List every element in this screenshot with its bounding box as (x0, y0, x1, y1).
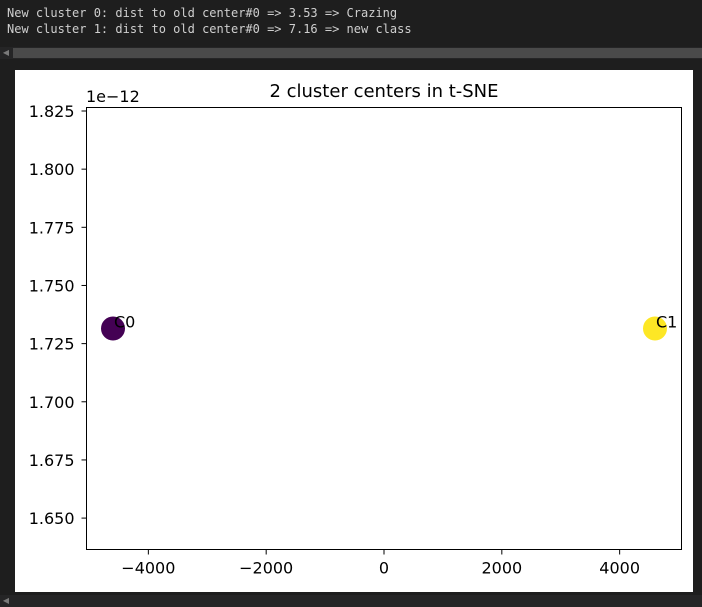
point-label-c0: C0 (114, 313, 135, 332)
chart-title: 2 cluster centers in t-SNE (269, 81, 498, 102)
point-label-c1: C1 (656, 313, 677, 332)
x-tick-label: 0 (379, 559, 389, 578)
y-tick-label: 1.650 (29, 509, 75, 528)
x-tick-label: −4000 (121, 559, 175, 578)
cluster-center-c0 (101, 316, 126, 341)
y-tick-label: 1.825 (29, 102, 75, 121)
y-tick-label: 1.675 (29, 451, 75, 470)
y-tick-label: 1.700 (29, 393, 75, 412)
x-axis: −4000 −2000 0 2000 4000 (121, 549, 640, 578)
cluster-center-c1 (642, 316, 667, 341)
plot-frame (86, 107, 682, 550)
x-tick-label: 2000 (481, 559, 522, 578)
x-tick-label: −2000 (239, 559, 293, 578)
console-line: New cluster 0: dist to old center#0 => 3… (7, 6, 398, 20)
x-tick-label: 4000 (599, 559, 640, 578)
scroll-left-icon[interactable]: ◀ (2, 596, 10, 605)
horizontal-scrollbar[interactable]: ◀ (0, 47, 702, 59)
scatter-chart: 2 cluster centers in t-SNE 1e−12 C0 C1 −4… (29, 81, 682, 578)
console-line: New cluster 1: dist to old center#0 => 7… (7, 22, 412, 36)
y-tick-label: 1.800 (29, 160, 75, 179)
y-axis: 1.650 1.675 1.700 1.725 1.750 1.775 1.800 1.825 (29, 102, 87, 528)
plot-output: 2 cluster centers in t-SNE 1e−12 C0 C1 −4… (15, 70, 693, 592)
y-tick-label: 1.725 (29, 335, 75, 354)
scrollbar-thumb[interactable] (13, 48, 702, 58)
y-tick-label: 1.750 (29, 276, 75, 295)
y-axis-offset-label: 1e−12 (86, 87, 140, 106)
horizontal-scrollbar-bottom[interactable]: ◀ (0, 595, 702, 607)
scroll-left-icon[interactable]: ◀ (2, 48, 10, 57)
console-output: New cluster 0: dist to old center#0 => 3… (0, 0, 702, 45)
y-tick-label: 1.775 (29, 218, 75, 237)
